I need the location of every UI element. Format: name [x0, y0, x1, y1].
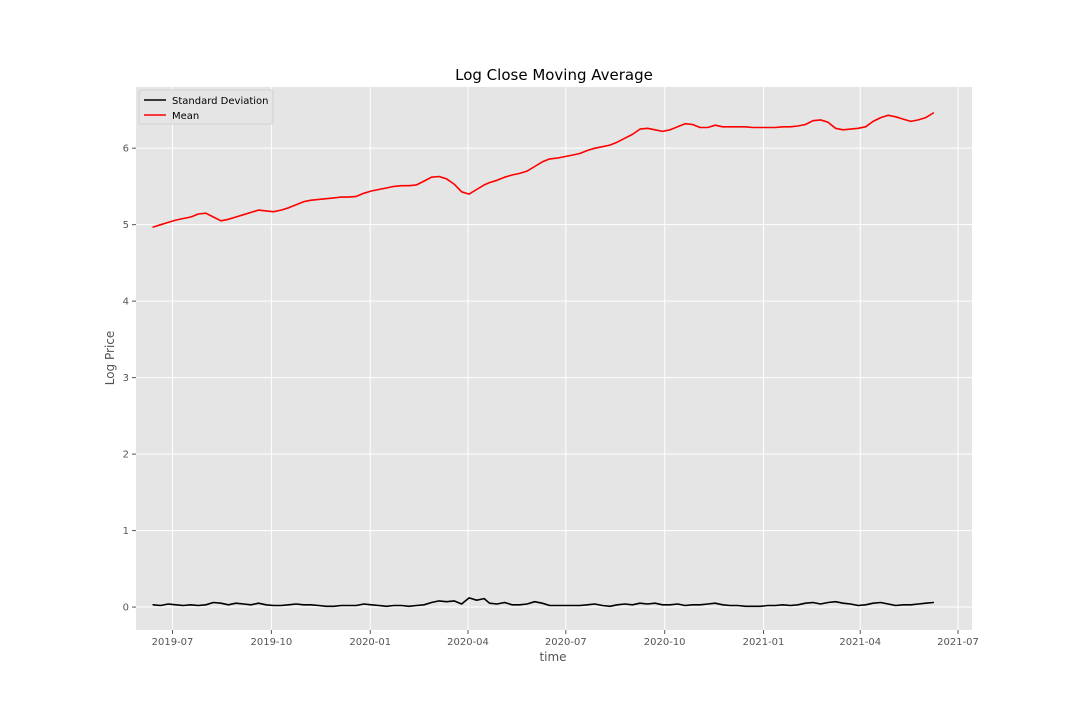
y-tick-label: 3: [123, 373, 129, 384]
legend-label-mean: Mean: [172, 111, 199, 122]
legend: Standard Deviation Mean: [138, 89, 274, 125]
y-axis-title: Log Price: [103, 331, 117, 386]
y-tick-label: 1: [123, 526, 129, 537]
y-axis-ticks: 0 1 2 3 4 5 6: [123, 144, 136, 614]
y-tick-label: 5: [123, 220, 129, 231]
x-axis-title: time: [539, 650, 566, 664]
legend-box: [138, 89, 274, 125]
grid-lines: [136, 87, 972, 630]
x-tick-label: 2019-10: [250, 637, 292, 648]
y-tick-label: 2: [123, 450, 129, 461]
series-lines: [152, 112, 935, 608]
x-tick-label: 2021-01: [743, 637, 785, 648]
x-tick-label: 2020-10: [644, 637, 686, 648]
x-tick-label: 2021-07: [937, 637, 979, 648]
legend-label-standard-deviation: Standard Deviation: [172, 96, 269, 107]
chart-title: Log Close Moving Average: [455, 66, 653, 84]
x-tick-label: 2020-04: [447, 637, 489, 648]
y-tick-label: 0: [123, 603, 129, 614]
x-tick-label: 2021-04: [839, 637, 881, 648]
x-tick-label: 2020-01: [349, 637, 391, 648]
x-tick-label: 2019-07: [152, 637, 194, 648]
plot-background: [136, 87, 972, 630]
series-line-mean: [152, 112, 935, 228]
x-tick-label: 2020-07: [545, 637, 587, 648]
y-tick-label: 4: [123, 297, 129, 308]
x-axis-ticks: 2019-07 2019-10 2020-01 2020-04 2020-07 2020-…: [152, 630, 979, 648]
y-tick-label: 6: [123, 144, 129, 155]
series-line-standard-deviation: [152, 597, 935, 608]
